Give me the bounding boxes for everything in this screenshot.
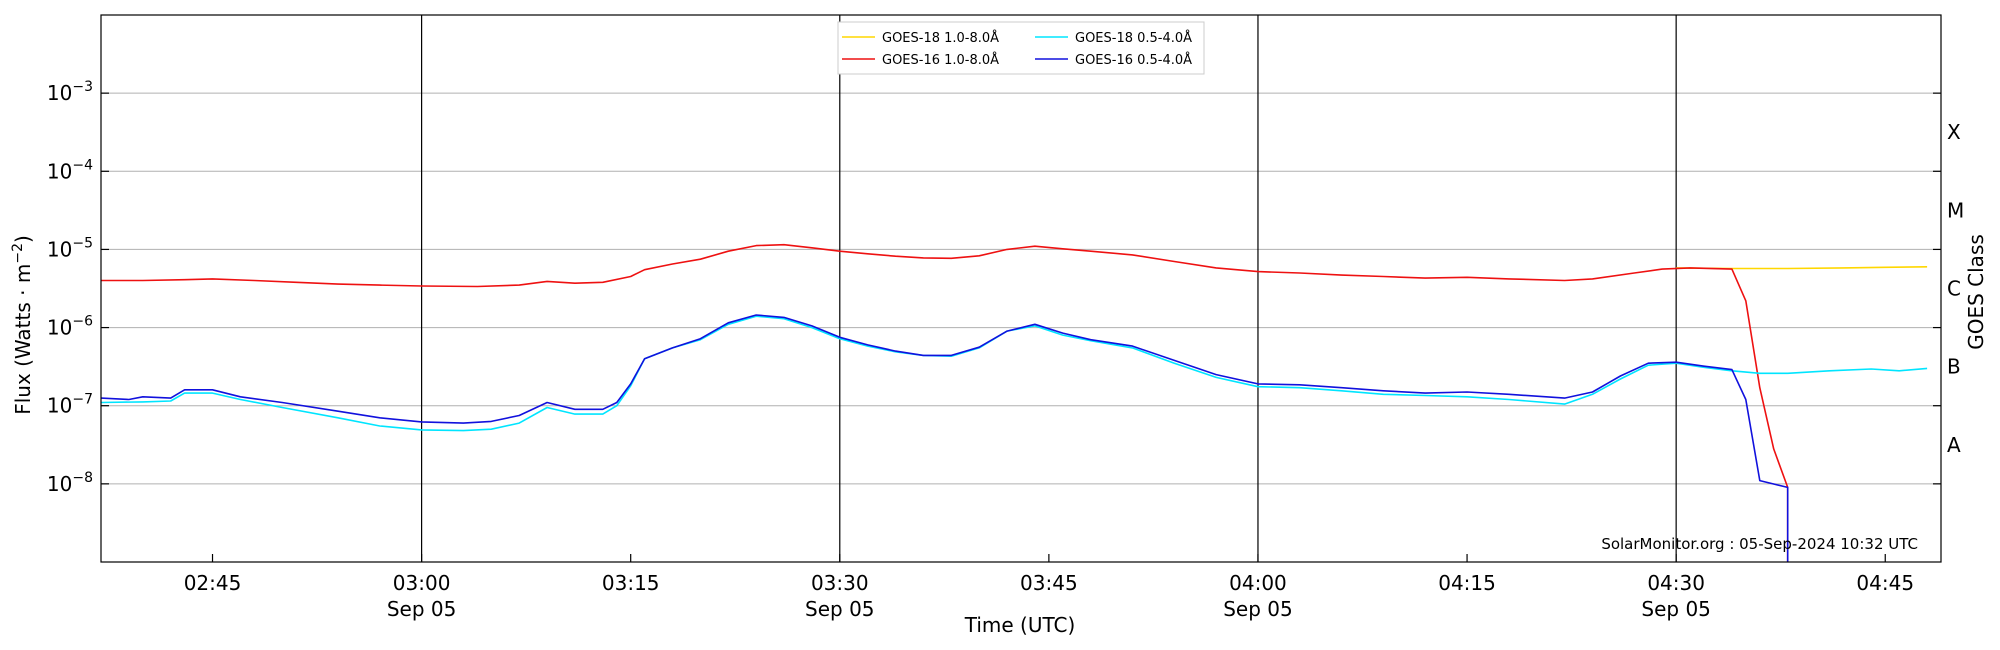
x-tick-label: 04:30 [1647,571,1705,595]
credit-text: SolarMonitor.org : 05-Sep-2024 10:32 UTC [1601,535,1918,553]
x-tick-label: 03:00 [393,571,451,595]
x-tick-label: 04:00 [1229,571,1287,595]
legend-label: GOES-18 1.0-8.0Å [882,30,999,46]
goes-class-label: M [1947,198,1964,222]
y-tick-label: 10−4 [47,157,93,183]
legend: GOES-18 1.0-8.0Å GOES-16 1.0-8.0Å GOES-18 … [837,21,1205,75]
y-tick-label: 10−8 [47,470,93,496]
day-marker-lines [421,15,1677,562]
series-layer [100,243,1928,562]
goes-class-label: A [1947,433,1961,457]
series-line-goes-16-1-0-8-0 [101,243,1789,562]
y-tick-label: 10−5 [47,235,93,261]
plot-frame [100,14,1942,563]
x-axis-label: Time (UTC) [964,613,1076,637]
legend-box [837,21,1205,75]
x-tick-date-label: Sep 05 [387,597,457,621]
x-tick-label: 04:15 [1438,571,1496,595]
goes-class-label: B [1947,355,1961,379]
x-tick-label: 03:15 [602,571,660,595]
x-tick-date-label: Sep 05 [1223,597,1293,621]
x-tick-label: 04:45 [1856,571,1914,595]
x-tick-date-label: Sep 05 [1641,597,1711,621]
y-tick-label: 10−7 [47,392,93,418]
x-tick-label: 02:45 [184,571,242,595]
x-tick-label: 03:45 [1020,571,1078,595]
x-tick-date-label: Sep 05 [805,597,875,621]
goes-class-labels: A B C M X [1947,120,1964,457]
legend-label: GOES-18 0.5-4.0Å [1075,30,1192,46]
y-axis-ticks: 10−8 10−7 10−6 10−5 10−4 10−3 [47,79,1941,496]
y-axis-label: Flux (Watts · m−2) [10,235,35,415]
legend-label: GOES-16 0.5-4.0Å [1075,52,1192,68]
x-tick-label: 03:30 [811,571,869,595]
y-tick-label: 10−3 [47,79,93,105]
series-line-goes-16-0-5-4-0 [100,314,1789,562]
goes-class-label: X [1947,120,1961,144]
y-tick-label: 10−6 [47,314,93,340]
goes-class-label: C [1947,277,1961,301]
series-line-goes-18-0-5-4-0 [100,315,1928,432]
legend-label: GOES-16 1.0-8.0Å [882,52,999,68]
goes-class-axis-label: GOES Class [1964,234,1988,350]
